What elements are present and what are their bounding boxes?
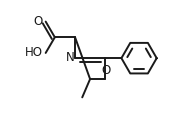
Text: O: O xyxy=(34,15,43,28)
Text: N: N xyxy=(66,51,74,64)
Text: HO: HO xyxy=(24,46,42,59)
Text: O: O xyxy=(101,64,110,77)
